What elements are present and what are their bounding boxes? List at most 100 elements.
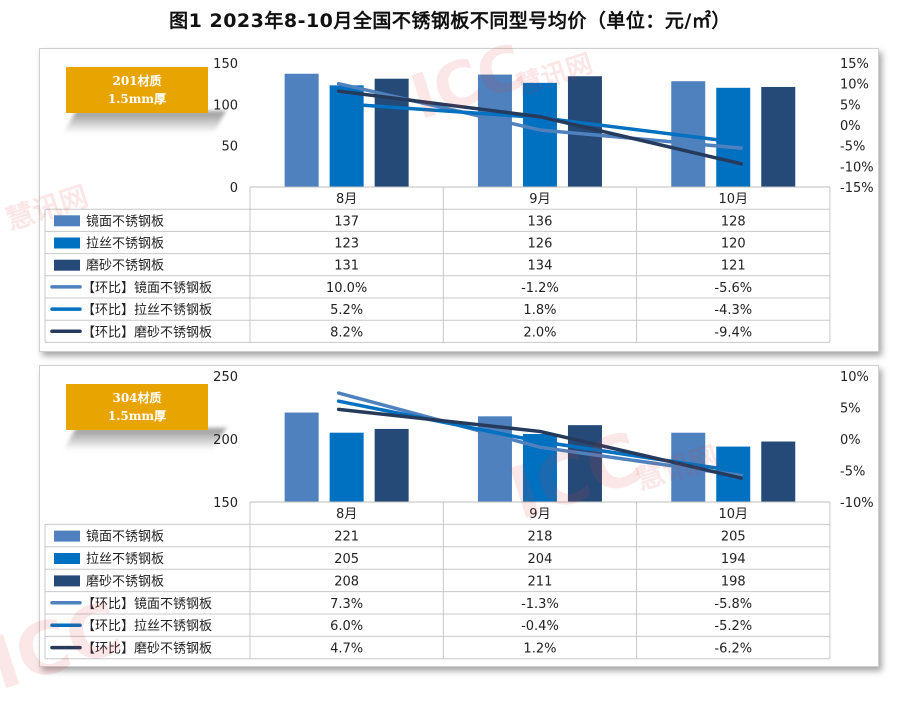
y-tick-label: 0 [230, 181, 238, 196]
table-cell: 205 [334, 552, 359, 567]
table-cell: 211 [528, 574, 553, 589]
badge-material: 201材质 [112, 74, 162, 88]
table-cell: 136 [528, 214, 553, 229]
table-cell: 208 [334, 574, 359, 589]
badge-thickness: 1.5mm厚 [107, 409, 167, 423]
y2-tick-label: -5% [840, 140, 865, 155]
legend-label: 【环比】镜面不锈钢板 [82, 597, 212, 612]
badge-material: 304材质 [112, 391, 162, 405]
y-tick-label: 50 [221, 140, 238, 155]
x-tick-label: 8月 [336, 507, 357, 522]
table-cell: -1.2% [521, 281, 559, 296]
table-cell: 123 [334, 237, 359, 252]
y-tick-label: 150 [213, 57, 238, 72]
page-title: 图1 2023年8-10月全国不锈钢板不同型号均价（单位：元/㎡） [169, 10, 731, 32]
bar [761, 441, 796, 502]
bar [477, 74, 512, 187]
table-cell: -1.3% [521, 597, 559, 612]
legend-label: 拉丝不锈钢板 [86, 237, 164, 252]
legend-swatch [54, 553, 80, 564]
legend-label: 【环比】拉丝不锈钢板 [82, 303, 212, 318]
series-line [336, 89, 743, 166]
legend-label: 【环比】磨砂不锈钢板 [82, 642, 212, 657]
table-cell: -5.6% [714, 281, 752, 296]
legend-swatch [54, 237, 80, 249]
chart-201: 0 50 100 150 -15% -10% -5% 0% 5% 10% 15% 8月 9月 10月镜面不… [44, 57, 874, 343]
chart-panel-201: 201材质 1.5mm厚 0 50 100 150 -15% -10% -5% 0% 5% 10%… [39, 48, 879, 352]
table-cell: -5.2% [714, 619, 752, 634]
bar [522, 82, 557, 187]
table-cell: 198 [721, 574, 746, 589]
y2-tick-label: -15% [840, 181, 874, 196]
table-cell: 128 [721, 214, 746, 229]
y2-tick-label: 0% [840, 433, 861, 448]
x-tick-label: 8月 [336, 192, 357, 207]
x-tick-label: 10月 [718, 192, 748, 207]
material-badge: 201材质 1.5mm厚 [66, 67, 208, 113]
table-cell: -6.2% [714, 642, 752, 657]
table-cell: 6.0% [330, 619, 363, 634]
table-cell: 137 [334, 214, 359, 229]
legend-swatch [54, 530, 80, 542]
table-cell: 7.3% [330, 597, 363, 612]
legend-label: 镜面不锈钢板 [86, 214, 164, 229]
bar [284, 412, 319, 502]
table-cell: 1.2% [523, 642, 556, 657]
legend-label: 【环比】镜面不锈钢板 [82, 281, 212, 296]
y2-tick-label: 5% [840, 98, 861, 113]
y2-tick-label: 15% [840, 57, 869, 72]
table-cell: 205 [721, 530, 746, 545]
bar [716, 87, 751, 187]
bar [329, 85, 364, 187]
bar [284, 73, 319, 187]
legend-label: 镜面不锈钢板 [86, 530, 164, 545]
table-cell: -9.4% [714, 325, 752, 340]
legend-label: 【环比】磨砂不锈钢板 [82, 325, 212, 340]
y2-tick-label: 10% [840, 78, 869, 93]
table-cell: 134 [528, 259, 553, 274]
y-tick-label: 200 [213, 433, 238, 448]
table-cell: 120 [721, 237, 746, 252]
x-tick-label: 9月 [529, 507, 550, 522]
y2-tick-label: -5% [840, 465, 865, 480]
legend-swatch [54, 575, 80, 587]
legend-label: 磨砂不锈钢板 [86, 574, 164, 589]
material-badge: 304材质 1.5mm厚 [66, 384, 208, 430]
x-tick-label: 10月 [718, 507, 748, 522]
y-tick-label: 150 [213, 496, 238, 511]
table-cell: 5.2% [330, 303, 363, 318]
y-tick-label: 100 [213, 98, 238, 113]
y2-tick-label: -10% [840, 496, 874, 511]
legend-swatch [54, 215, 80, 227]
table-cell: -4.3% [714, 303, 752, 318]
table-cell: 218 [528, 530, 553, 545]
badge-thickness: 1.5mm厚 [107, 92, 167, 106]
table-cell: 1.8% [523, 303, 556, 318]
series-line [336, 391, 743, 478]
bar [761, 86, 796, 187]
table-cell: -0.4% [521, 619, 559, 634]
legend-label: 拉丝不锈钢板 [86, 552, 164, 567]
y2-tick-label: 0% [840, 119, 861, 134]
bar [374, 428, 409, 502]
table-cell: 131 [334, 259, 359, 274]
legend-label: 【环比】拉丝不锈钢板 [82, 619, 212, 634]
series-line [336, 407, 743, 480]
table-cell: 4.7% [330, 642, 363, 657]
legend-label: 磨砂不锈钢板 [86, 259, 164, 274]
y2-tick-label: 10% [840, 370, 869, 385]
bar [329, 432, 364, 502]
table-cell: 121 [721, 259, 746, 274]
chart-panel-304: 304材质 1.5mm厚 150 200 250 -10% -5% 0% 5% 10% 8月 9月… [39, 365, 879, 667]
y2-tick-label: 5% [840, 402, 861, 417]
y2-tick-label: -10% [840, 160, 874, 175]
table-cell: 10.0% [326, 281, 367, 296]
bar [567, 425, 602, 502]
legend-swatch [54, 259, 80, 271]
table-cell: -5.8% [714, 597, 752, 612]
x-tick-label: 9月 [529, 192, 550, 207]
table-cell: 221 [334, 530, 359, 545]
table-cell: 126 [528, 237, 553, 252]
table-cell: 2.0% [523, 325, 556, 340]
